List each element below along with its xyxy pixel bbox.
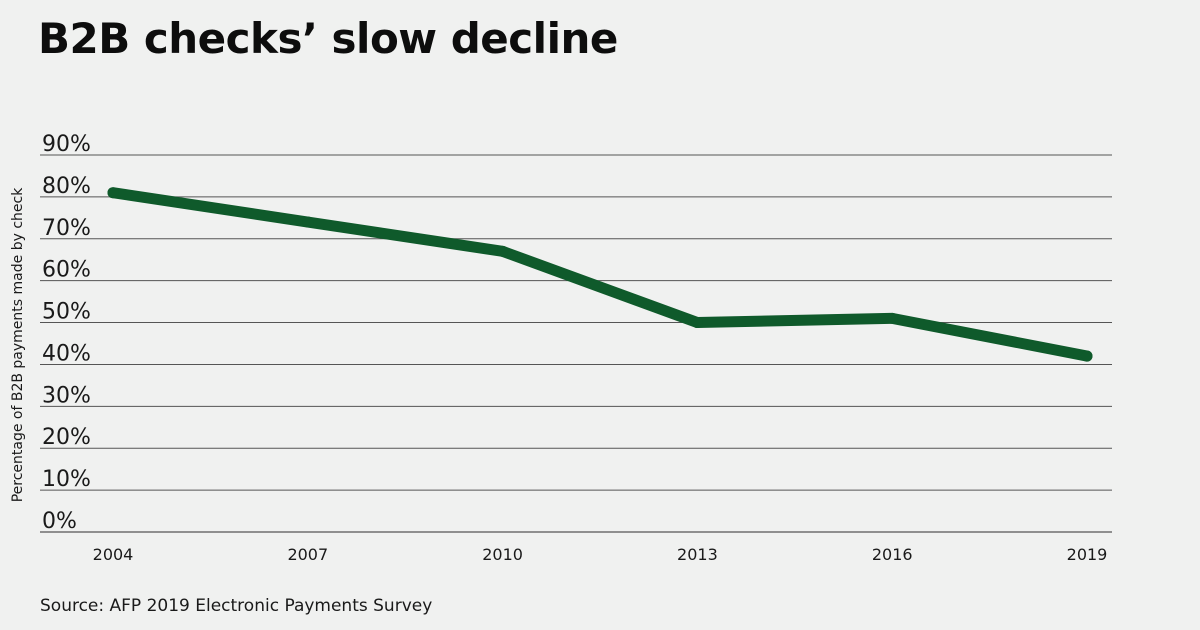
- source-note: Source: AFP 2019 Electronic Payments Sur…: [40, 596, 433, 616]
- data-point: [107, 187, 119, 199]
- series-layer: [107, 187, 1093, 362]
- y-tick-label: 90%: [42, 132, 91, 157]
- x-tick-label: 2010: [482, 545, 523, 564]
- y-tick-label: 10%: [42, 467, 91, 492]
- data-point: [886, 312, 898, 324]
- data-point: [1081, 350, 1093, 362]
- series-line: [107, 187, 1093, 362]
- grid-lines: [40, 154, 1112, 533]
- y-tick-label: 0%: [42, 509, 77, 534]
- x-axis-ticks: 2004 2007 2010 2013 2016 2019: [93, 545, 1108, 564]
- y-tick-label: 20%: [42, 425, 91, 450]
- y-tick-label: 60%: [42, 258, 91, 283]
- data-point: [302, 216, 314, 228]
- y-axis-label: Percentage of B2B payments made by check: [10, 187, 26, 502]
- x-tick-label: 2007: [287, 545, 328, 564]
- y-tick-label: 40%: [42, 341, 91, 366]
- data-point: [691, 317, 703, 329]
- y-tick-label: 30%: [42, 383, 91, 408]
- data-point: [497, 245, 509, 257]
- y-axis-ticks: 0% 10% 20% 30% 40% 50% 60% 70% 80% 90%: [42, 132, 91, 534]
- x-tick-label: 2013: [677, 545, 718, 564]
- y-tick-label: 80%: [42, 174, 91, 199]
- x-tick-label: 2019: [1067, 545, 1108, 564]
- y-tick-label: 70%: [42, 216, 91, 241]
- x-tick-label: 2016: [872, 545, 913, 564]
- x-tick-label: 2004: [93, 545, 134, 564]
- chart-title: B2B checks’ slow decline: [38, 14, 618, 63]
- y-tick-label: 50%: [42, 300, 91, 325]
